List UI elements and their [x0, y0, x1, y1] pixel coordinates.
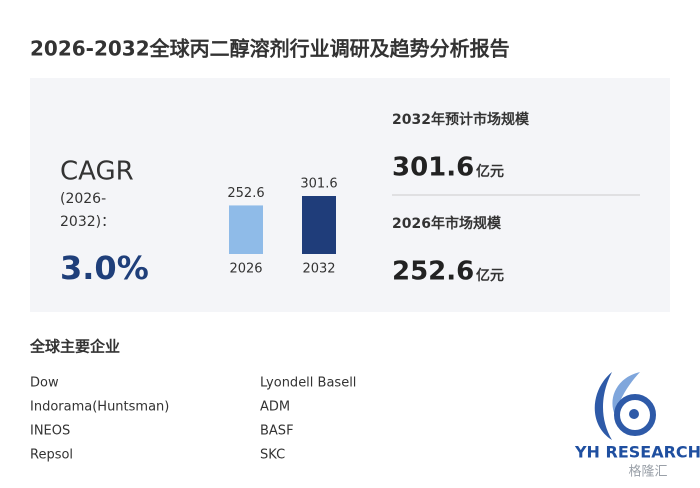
bar: [229, 205, 263, 254]
cagr-value: 3.0%: [60, 249, 149, 287]
company-name: ADM: [260, 400, 290, 415]
market-value: 252.6: [392, 257, 474, 287]
companies-title: 全球主要企业: [29, 338, 120, 356]
market-label: 2032年预计市场规模: [392, 111, 530, 128]
logo-leaf: [594, 372, 612, 440]
company-name: Dow: [30, 376, 59, 391]
bar: [302, 196, 336, 254]
company-name: INEOS: [30, 424, 70, 439]
cagr-period: (2026-: [60, 191, 106, 207]
value-label: 252.6: [227, 186, 264, 201]
title: 2026-2032全球丙二醇溶剂行业调研及趋势分析报告: [30, 37, 510, 61]
company-name: SKC: [260, 448, 285, 463]
company-name: BASF: [260, 424, 294, 439]
market-unit: 亿元: [476, 163, 504, 180]
company-name: Repsol: [30, 448, 73, 463]
watermark: 格隆汇: [628, 464, 667, 480]
logo-dot: [629, 409, 639, 419]
x-tick-label: 2032: [302, 262, 335, 277]
bar-chart: 252.6 2026 301.6 2032: [227, 177, 337, 277]
logo-text: YH RESEARCH: [574, 443, 700, 462]
market-value: 301.6: [392, 153, 474, 183]
logo: YH RESEARCH 格隆汇: [574, 372, 700, 480]
value-label: 301.6: [300, 177, 337, 192]
x-tick-label: 2026: [229, 262, 262, 277]
company-name: Indorama(Huntsman): [30, 400, 169, 415]
logo-ring: [614, 394, 656, 436]
company-name: Lyondell Basell: [260, 376, 356, 391]
market-label: 2026年市场规模: [392, 215, 502, 232]
company-list: Dow Indorama(Huntsman) INEOS Repsol Lyondell…: [30, 376, 356, 463]
cagr-label: CAGR: [60, 157, 134, 187]
cagr-period: 2032)：: [60, 214, 115, 230]
market-unit: 亿元: [476, 267, 504, 284]
